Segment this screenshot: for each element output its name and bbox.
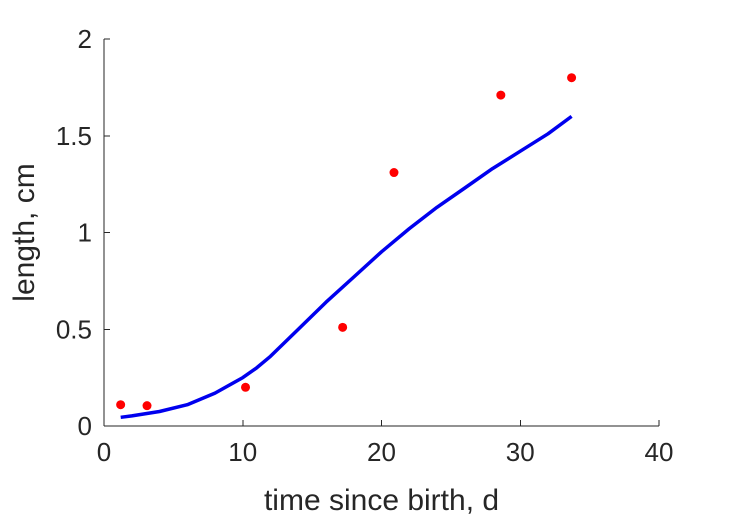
data-point <box>389 168 399 178</box>
data-point <box>496 90 506 100</box>
x-tick-label: 0 <box>97 437 111 467</box>
x-tick-label: 30 <box>506 437 535 467</box>
data-point <box>567 73 577 83</box>
y-axis-label: length, cm <box>8 163 41 301</box>
data-point <box>142 401 152 411</box>
fit-curve <box>120 114 573 420</box>
y-tick-label: 1.5 <box>56 121 92 151</box>
series <box>116 73 577 420</box>
x-tick-label: 10 <box>228 437 257 467</box>
x-axis-label: time since birth, d <box>264 484 499 517</box>
y-tick-label: 2 <box>78 24 92 54</box>
axes <box>103 39 659 427</box>
y-tick-label: 0 <box>78 411 92 441</box>
data-point <box>241 382 251 392</box>
data-point <box>116 400 126 410</box>
x-tick-label: 40 <box>645 437 674 467</box>
data-point <box>338 322 348 332</box>
ticks: 0 10 20 30 40 0 0.5 1 1.5 2 <box>56 24 674 467</box>
y-tick-label: 1 <box>78 218 92 248</box>
y-tick-label: 0.5 <box>56 314 92 344</box>
x-tick-label: 20 <box>367 437 396 467</box>
